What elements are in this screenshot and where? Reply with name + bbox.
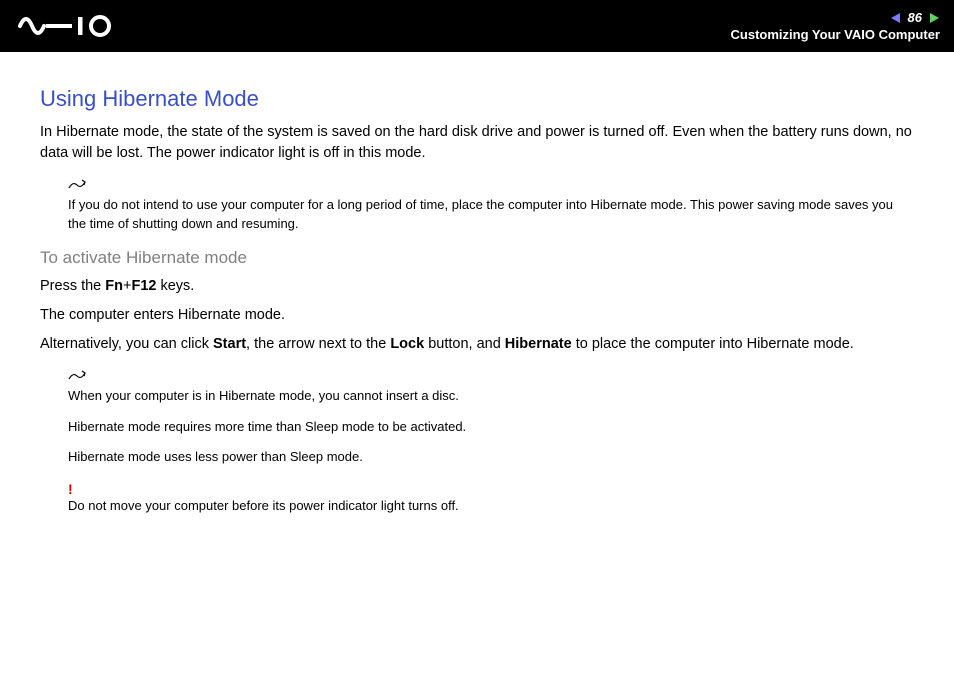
note-block-1: If you do not intend to use your compute… bbox=[68, 178, 914, 234]
text: Press the bbox=[40, 278, 105, 294]
enters-line: The computer enters Hibernate mode. bbox=[40, 305, 914, 326]
page-number: 86 bbox=[908, 10, 922, 25]
start-label: Start bbox=[213, 336, 246, 352]
page-content: Using Hibernate Mode In Hibernate mode, … bbox=[0, 52, 954, 548]
note-1-text: If you do not intend to use your compute… bbox=[68, 196, 914, 234]
text: keys. bbox=[156, 278, 194, 294]
header-right: 86 Customizing Your VAIO Computer bbox=[731, 10, 940, 42]
lock-label: Lock bbox=[390, 336, 424, 352]
key-fn: Fn bbox=[105, 278, 123, 294]
note-icon bbox=[68, 178, 914, 196]
key-f12: F12 bbox=[131, 278, 156, 294]
breadcrumb: Customizing Your VAIO Computer bbox=[731, 27, 940, 42]
note-block-2: When your computer is in Hibernate mode,… bbox=[68, 369, 914, 468]
warning-icon: ! bbox=[68, 481, 914, 497]
text: , the arrow next to the bbox=[246, 336, 390, 352]
text: button, and bbox=[424, 336, 505, 352]
header-bar: 86 Customizing Your VAIO Computer bbox=[0, 0, 954, 52]
press-keys-line: Press the Fn+F12 keys. bbox=[40, 276, 914, 297]
section-title: Using Hibernate Mode bbox=[40, 86, 914, 112]
note-2c: Hibernate mode uses less power than Slee… bbox=[68, 448, 914, 467]
alt-line: Alternatively, you can click Start, the … bbox=[40, 334, 914, 355]
text: to place the computer into Hibernate mod… bbox=[572, 336, 854, 352]
hibernate-label: Hibernate bbox=[505, 336, 572, 352]
note-icon bbox=[68, 369, 914, 387]
vaio-logo bbox=[18, 14, 128, 38]
note-2b: Hibernate mode requires more time than S… bbox=[68, 418, 914, 437]
note-2a: When your computer is in Hibernate mode,… bbox=[68, 387, 914, 406]
warning-text: Do not move your computer before its pow… bbox=[68, 497, 914, 516]
subsection-title: To activate Hibernate mode bbox=[40, 248, 914, 268]
text: Alternatively, you can click bbox=[40, 336, 213, 352]
nav-next-icon[interactable] bbox=[928, 12, 940, 24]
warning-block: ! Do not move your computer before its p… bbox=[68, 481, 914, 516]
nav-prev-icon[interactable] bbox=[890, 12, 902, 24]
intro-paragraph: In Hibernate mode, the state of the syst… bbox=[40, 122, 914, 164]
page-nav: 86 bbox=[890, 10, 940, 25]
